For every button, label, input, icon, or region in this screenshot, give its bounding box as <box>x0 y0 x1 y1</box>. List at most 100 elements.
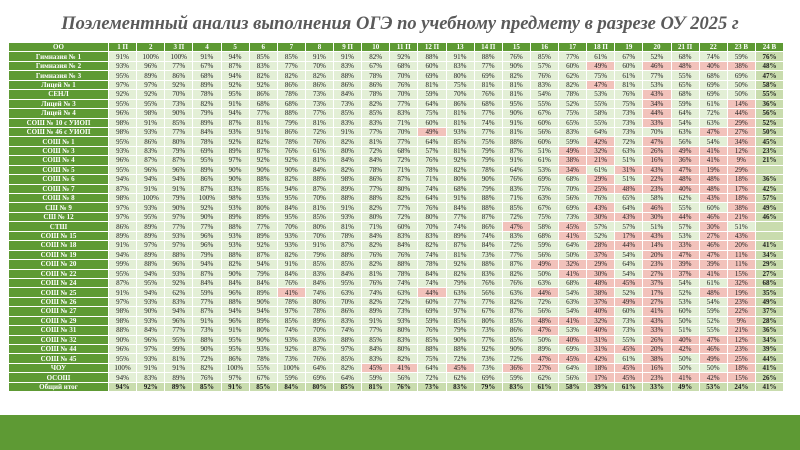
result-cell: 96% <box>164 164 194 176</box>
result-cell: 100% <box>136 192 166 204</box>
result-cell: 69% <box>726 70 756 81</box>
result-cell: 90% <box>473 174 503 185</box>
result-cell: 96% <box>192 230 222 242</box>
result-cell: 76% <box>389 249 419 261</box>
result-cell: 78% <box>304 306 335 317</box>
result-cell: 94% <box>220 51 250 62</box>
result-cell: 94% <box>136 287 166 298</box>
result-cell: 93% <box>164 268 194 279</box>
result-cell: 63% <box>698 117 728 128</box>
result-cell: 72% <box>417 372 447 383</box>
result-cell: 49% <box>754 296 785 308</box>
result-cell: 51% <box>614 174 644 185</box>
result-cell: 76% <box>501 277 531 289</box>
result-cell: 40% <box>586 325 616 336</box>
result-cell: 84% <box>332 89 363 100</box>
result-cell: 42% <box>698 372 728 383</box>
result-cell: 69% <box>473 372 503 383</box>
result-cell: 93% <box>164 230 194 242</box>
header-task: 6 <box>248 41 278 53</box>
result-cell: 21% <box>726 211 756 223</box>
result-cell: 96% <box>220 315 250 327</box>
result-cell: 15% <box>726 268 756 279</box>
result-cell: 60% <box>614 306 644 317</box>
result-cell: 64% <box>417 98 447 110</box>
result-cell: 60% <box>417 296 447 308</box>
result-cell: 47% <box>698 126 728 138</box>
result-cell: 72% <box>445 353 475 364</box>
result-cell: 47% <box>670 249 700 261</box>
result-cell: 27% <box>642 268 672 279</box>
result-cell: 41% <box>557 315 588 327</box>
result-cell: 95% <box>107 353 138 364</box>
result-cell: 53% <box>670 230 700 242</box>
result-cell: 75% <box>557 108 588 119</box>
result-cell: 95% <box>220 343 250 355</box>
table-row: СОШ № 4 96% 87% 87% 95% 97% 92% 92% 81% 84% 84% 72%… <box>8 155 785 166</box>
result-cell: 37% <box>586 249 616 261</box>
result-cell: 69% <box>557 202 588 213</box>
result-cell: 97% <box>107 79 138 91</box>
result-cell: 91% <box>220 381 250 393</box>
result-cell: 88% <box>473 259 503 270</box>
table-row: СОШ № 6 94% 94% 94% 86% 90% 88% 82% 88% 98% 86% 87%… <box>8 174 785 185</box>
row-org-name: СОШ № 26 <box>8 296 109 308</box>
row-org-name: СОШ № 4 <box>8 155 109 166</box>
result-cell: 78% <box>417 164 447 176</box>
result-cell: 53% <box>529 164 560 176</box>
header-task: 8 <box>304 41 335 53</box>
result-cell: 45% <box>614 362 644 374</box>
result-cell: 82% <box>361 202 391 213</box>
result-cell: 93% <box>332 211 363 223</box>
result-cell: 47% <box>529 353 560 364</box>
result-cell: 74% <box>361 287 391 298</box>
result-cell: 78% <box>361 89 391 100</box>
result-cell: 79% <box>473 381 503 393</box>
row-org-name: СОШ № 19 <box>8 249 109 261</box>
result-cell: 26% <box>642 334 672 346</box>
result-cell: 50% <box>557 249 588 261</box>
result-cell: 29% <box>726 117 756 128</box>
result-cell: 63% <box>614 145 644 157</box>
result-cell: 52% <box>614 287 644 298</box>
footer-bar <box>0 415 800 450</box>
table-row: СОШ № 8 98% 100% 79% 100% 98% 93% 95% 70% 88% 88% 8… <box>8 192 785 204</box>
result-cell: 90% <box>136 306 166 317</box>
result-cell: 92% <box>248 79 278 91</box>
result-cell: 73% <box>332 98 363 110</box>
result-cell: 54% <box>670 277 700 289</box>
result-cell: 29% <box>586 174 616 185</box>
result-cell: 22% <box>726 306 756 317</box>
result-cell: 63% <box>389 287 419 298</box>
result-cell: 73% <box>276 353 306 364</box>
result-cell: 47% <box>698 334 728 346</box>
result-cell: 94% <box>107 372 138 383</box>
result-cell: 92% <box>136 89 166 100</box>
result-cell: 73% <box>557 211 588 223</box>
result-cell: 81% <box>248 117 278 128</box>
result-cell: 56% <box>529 249 560 261</box>
result-cell: 64% <box>304 362 335 374</box>
result-cell: 70% <box>276 221 306 232</box>
result-cell: 52% <box>642 51 672 62</box>
result-cell: 23% <box>726 343 756 355</box>
table-row: СОШ № 5 95% 96% 96% 89% 90% 90% 90% 84% 82% 78% 71%… <box>8 164 785 176</box>
result-cell: 55% <box>614 334 644 346</box>
result-cell: 84% <box>192 126 222 138</box>
result-cell: 34% <box>754 249 785 261</box>
row-org-name: СОШ № 10 с УИОП <box>8 117 109 128</box>
result-cell: 12% <box>726 145 756 157</box>
result-cell: 78% <box>557 89 588 100</box>
result-cell: 95% <box>136 98 166 110</box>
result-cell: 87% <box>445 240 475 251</box>
result-cell: 64% <box>501 164 531 176</box>
result-cell: 57% <box>529 60 560 72</box>
result-cell: 87% <box>164 155 194 166</box>
result-cell: 68% <box>248 98 278 110</box>
result-cell: 60% <box>389 221 419 232</box>
header-task: 19 <box>614 41 644 53</box>
result-cell: 85% <box>501 202 531 213</box>
result-cell: 87% <box>501 145 531 157</box>
result-cell: 23% <box>642 372 672 383</box>
result-cell: 83% <box>417 230 447 242</box>
